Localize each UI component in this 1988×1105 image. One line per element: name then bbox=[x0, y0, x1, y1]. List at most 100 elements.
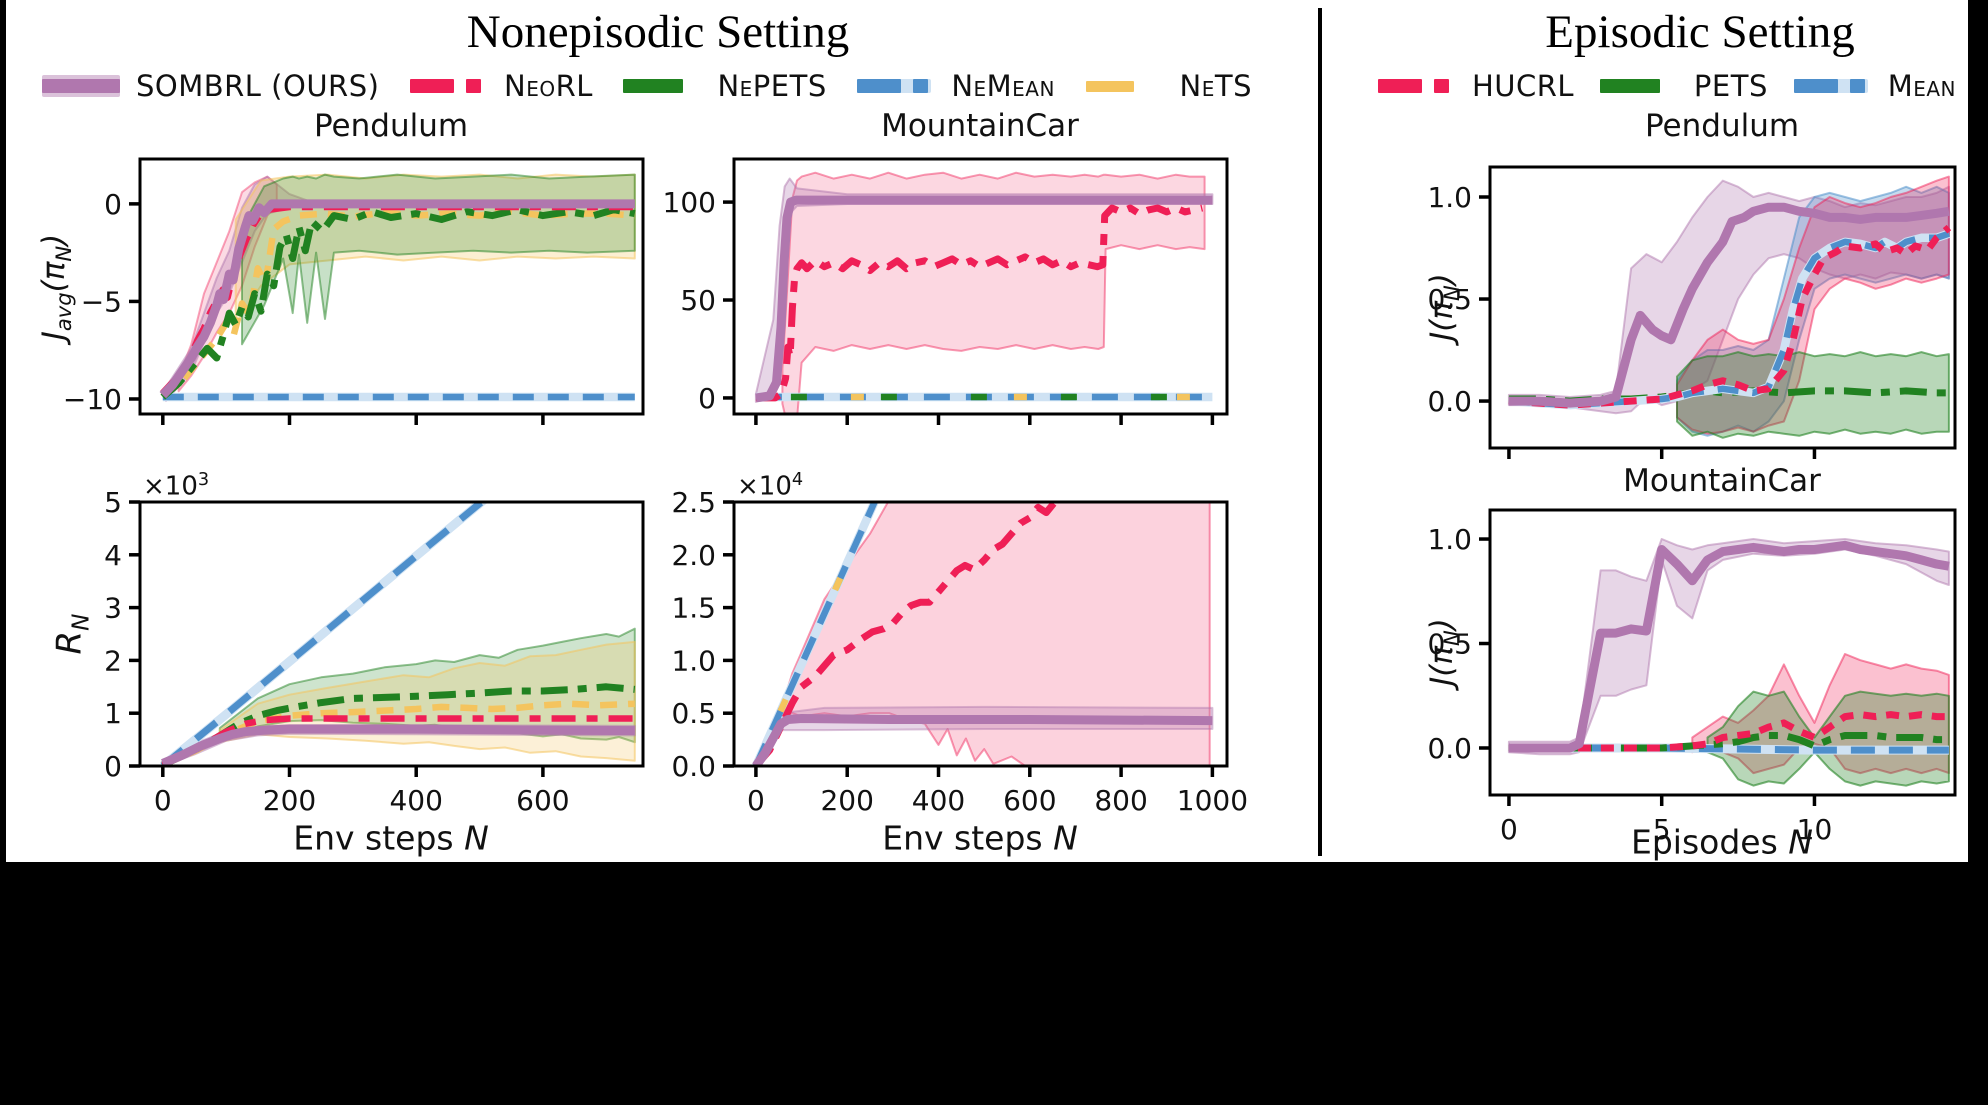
legend-label: NeoRL bbox=[504, 69, 593, 103]
y-tick-label: 0.5 bbox=[671, 697, 716, 730]
series-sombrl bbox=[161, 724, 635, 766]
axes-frame bbox=[138, 157, 645, 416]
y-tick-label: 2.0 bbox=[671, 539, 716, 572]
legend-swatch-icon bbox=[857, 79, 932, 93]
legend-item-pets: PETS bbox=[1599, 69, 1768, 103]
legend-item-neorl: NeoRL bbox=[410, 69, 593, 103]
legend-label: NeTS bbox=[1179, 69, 1252, 103]
xlabel-env-steps-left: Env steps N bbox=[293, 818, 489, 858]
y-tick-label: 0.0 bbox=[1427, 385, 1472, 418]
plot-nonep-regret-mountaincar: 0 200 400 600 800 1000 0.0 0.5 1.0 1.5 2.0 2.5 bbox=[671, 486, 1248, 817]
x-tick-label: 400 bbox=[912, 784, 965, 817]
y-tick-label: 0.5 bbox=[1427, 628, 1472, 661]
y-tick-label: 0 bbox=[698, 382, 716, 415]
plot-title-ep-mountaincar: MountainCar bbox=[1623, 463, 1821, 499]
legend-swatch-icon bbox=[1085, 81, 1134, 92]
legend-item-nets: NeTS bbox=[1085, 69, 1252, 103]
y-tick-label: 5 bbox=[104, 486, 122, 519]
legend-swatch-icon bbox=[623, 79, 684, 93]
axes-frame bbox=[138, 500, 645, 768]
axes-frame bbox=[732, 157, 1229, 416]
series-sombrl bbox=[1508, 202, 1950, 408]
series-sombrl bbox=[752, 714, 1213, 766]
x-tick-label: 600 bbox=[1003, 784, 1056, 817]
series-nemean bbox=[160, 502, 487, 766]
y-tick-label: 1.5 bbox=[671, 592, 716, 625]
series-hucrl bbox=[1508, 711, 1949, 752]
series-neorl bbox=[753, 502, 1065, 766]
y-tick-label: 3 bbox=[104, 592, 122, 625]
legend-item-mean: Mean bbox=[1793, 69, 1956, 103]
band bbox=[781, 171, 1206, 414]
x-tick-label: 1000 bbox=[1177, 784, 1248, 817]
legend-swatch-icon bbox=[1378, 79, 1449, 93]
series-hucrl bbox=[1508, 224, 1952, 409]
y-tick-label: 0 bbox=[104, 188, 122, 221]
series-sombrl bbox=[1508, 540, 1950, 753]
plot-ep-mountaincar: 0 5 10 0.0 0.5 1.0 bbox=[1427, 508, 1957, 846]
x-tick-label: 0 bbox=[1500, 813, 1518, 846]
y-tick-label: 50 bbox=[680, 284, 716, 317]
axes-frame bbox=[1488, 165, 1957, 450]
y-tick-label: 0.0 bbox=[671, 750, 716, 783]
x-tick-label: 200 bbox=[263, 784, 316, 817]
plot-title-nonep-mountaincar: MountainCar bbox=[881, 108, 1079, 144]
x-tick-label: 0 bbox=[747, 784, 765, 817]
series-neorl bbox=[161, 715, 635, 766]
plot-title-nonep-pendulum: Pendulum bbox=[313, 108, 469, 144]
offset-text-1e4: ×104 bbox=[737, 470, 804, 502]
xlabel-episodes: Episodes N bbox=[1631, 822, 1813, 862]
axes-frame bbox=[732, 500, 1229, 768]
legend-item-nepets: NePETS bbox=[623, 69, 826, 103]
legend-item-sombrl-ours: SOMBRL (OURS) bbox=[42, 69, 379, 103]
x-tick-label: 10 bbox=[1797, 813, 1833, 846]
legend-label: SOMBRL (OURS) bbox=[136, 69, 380, 103]
section-divider bbox=[1318, 8, 1322, 856]
xlabel-env-steps-mid: Env steps N bbox=[882, 818, 1078, 858]
y-tick-label: 1.0 bbox=[1427, 181, 1472, 214]
y-tick-label: 100 bbox=[663, 186, 716, 219]
legend-swatch-icon bbox=[42, 75, 120, 97]
y-tick-label: −5 bbox=[81, 285, 122, 318]
band bbox=[781, 502, 1211, 766]
y-tick-label: −10 bbox=[63, 383, 122, 416]
legend-swatch-icon bbox=[410, 79, 481, 93]
band bbox=[1507, 538, 1950, 756]
y-tick-label: 2 bbox=[104, 644, 122, 677]
legend-swatch-icon bbox=[1793, 79, 1868, 93]
y-tick-label: 4 bbox=[104, 539, 122, 572]
series-neorl bbox=[755, 204, 1204, 402]
nonepisodic-title: Nonepisodic Setting bbox=[466, 6, 850, 58]
x-tick-label: 800 bbox=[1094, 784, 1147, 817]
nonepisodic-legend: SOMBRL (OURS) NeoRL NePETS NeMean NeTS bbox=[42, 64, 1252, 108]
y-tick-label: 1.0 bbox=[671, 644, 716, 677]
plot-nonep-pendulum: 0 −5 −10 bbox=[63, 157, 645, 425]
plot-nonep-regret-pendulum: 0 200 400 600 0 1 2 3 4 5 bbox=[104, 486, 645, 817]
episodic-title: Episodic Setting bbox=[1545, 6, 1855, 58]
plot-nonep-mountaincar: 0 50 100 bbox=[663, 157, 1229, 425]
legend-label: HUCRL bbox=[1472, 69, 1575, 103]
series-sombrl bbox=[755, 195, 1213, 403]
x-tick-label: 0 bbox=[154, 784, 172, 817]
series-nepets bbox=[160, 206, 636, 400]
band bbox=[1676, 351, 1950, 439]
episodic-legend: HUCRL PETS Mean bbox=[1378, 64, 1956, 108]
y-tick-label: 0.0 bbox=[1427, 732, 1472, 765]
x-tick-label: 600 bbox=[516, 784, 569, 817]
series-sombrl bbox=[159, 199, 635, 399]
legend-label: PETS bbox=[1693, 69, 1768, 103]
series-pets bbox=[1508, 732, 1949, 752]
x-tick-label: 200 bbox=[820, 784, 873, 817]
legend-item-nemean: NeMean bbox=[857, 69, 1055, 103]
legend-swatch-icon bbox=[1599, 79, 1660, 93]
y-tick-label: 1 bbox=[104, 697, 122, 730]
legend-label: NeMean bbox=[951, 69, 1055, 103]
legend-label: NePETS bbox=[717, 69, 827, 103]
y-tick-label: 0.5 bbox=[1427, 283, 1472, 316]
plot-title-ep-pendulum: Pendulum bbox=[1644, 108, 1800, 144]
y-tick-label: 0 bbox=[104, 750, 122, 783]
series-nemean bbox=[752, 502, 879, 766]
offset-text-1e3: ×103 bbox=[143, 470, 210, 502]
